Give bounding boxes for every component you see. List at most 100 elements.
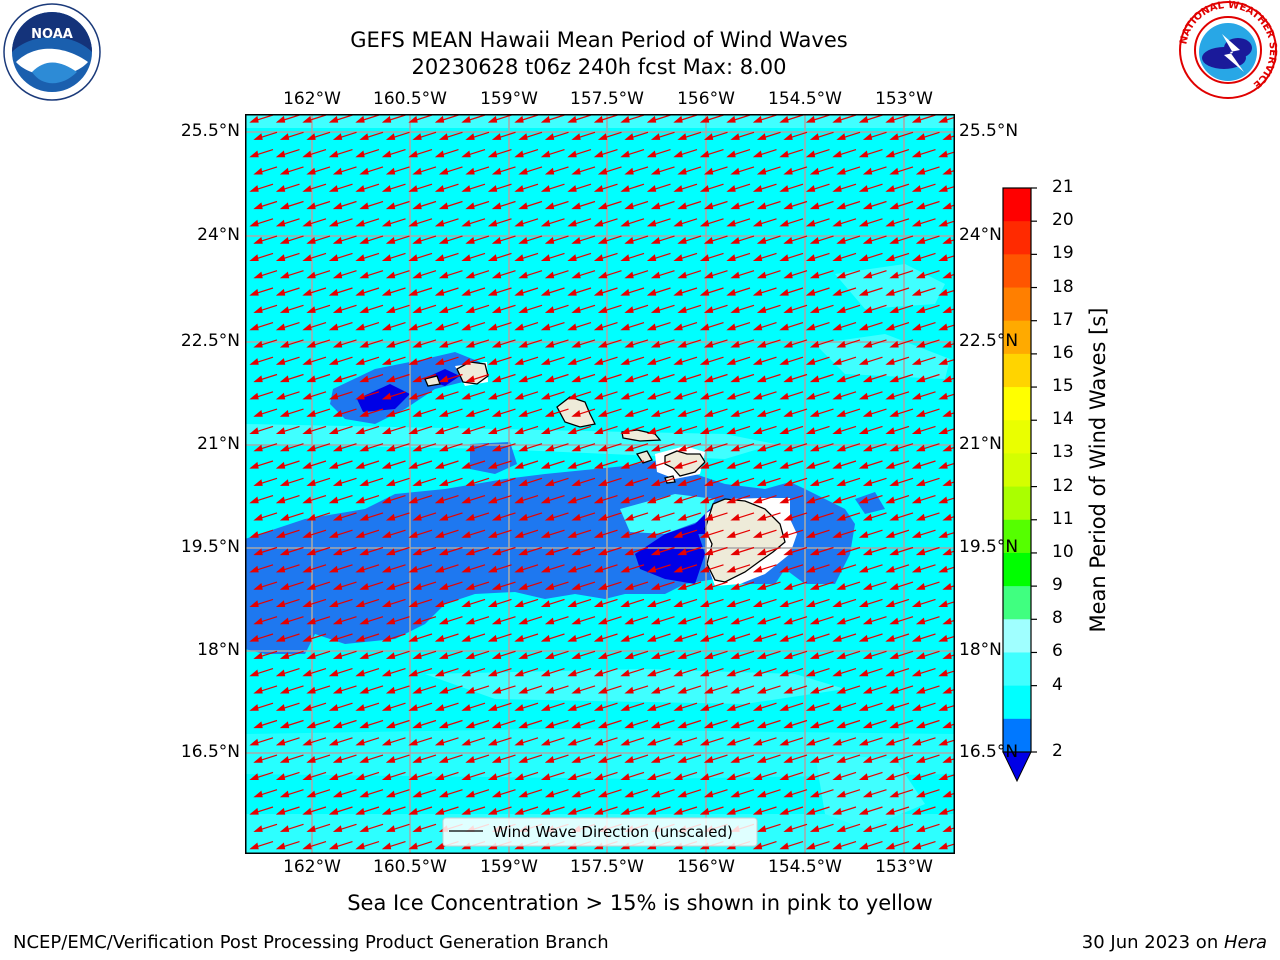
wave-direction-arrowhead (889, 236, 899, 244)
wave-direction-arrowhead (465, 409, 475, 417)
wave-direction-arrowhead (540, 150, 551, 158)
wave-direction-arrowhead (862, 444, 873, 452)
wave-direction-arrowhead (620, 565, 630, 573)
wave-direction-arrowhead (673, 323, 683, 331)
wave-direction-arrowhead (624, 790, 634, 798)
wave-direction-arrowhead (593, 323, 604, 331)
wave-direction-arrowhead (593, 531, 604, 538)
wave-direction-arrowhead (832, 738, 842, 746)
wave-direction-arrowhead (359, 582, 369, 590)
wave-direction-arrowhead (279, 652, 290, 659)
wave-direction-arrowhead (915, 444, 926, 452)
wave-direction-arrowhead (809, 306, 820, 313)
wave-direction-arrowhead (809, 202, 820, 210)
wave-direction-arrowhead (306, 444, 316, 452)
wave-direction-arrowhead (275, 358, 286, 365)
wave-direction-arrowhead (328, 669, 339, 677)
wave-direction-arrowhead (726, 807, 736, 815)
wave-direction-arrowhead (540, 496, 551, 504)
wave-direction-arrowhead (571, 409, 581, 417)
wave-direction-arrowhead (620, 773, 630, 781)
wave-direction-arrowhead (461, 600, 471, 607)
wave-direction-arrowhead (805, 704, 816, 711)
legend-label: Wind Wave Direction (unscaled) (493, 823, 733, 841)
wave-direction-arrowhead (805, 634, 816, 642)
wave-direction-arrowhead (756, 825, 767, 832)
wave-direction-arrowhead (942, 306, 952, 313)
lon-label-top: 156°W (677, 89, 735, 109)
wave-direction-arrowhead (275, 150, 286, 158)
wave-direction-arrowhead (275, 807, 286, 815)
colorbar-cell (1003, 586, 1031, 620)
wave-direction-arrowhead (253, 686, 263, 694)
wave-direction-arrowhead (461, 219, 471, 227)
wave-direction-arrowhead (381, 704, 392, 711)
wave-direction-arrowhead (355, 427, 365, 434)
wave-direction-arrowhead (836, 617, 846, 625)
wave-direction-arrowhead (911, 807, 922, 815)
wave-direction-arrowhead (518, 721, 528, 729)
wave-direction-arrowhead (673, 461, 683, 469)
wave-direction-arrowhead (381, 392, 392, 400)
wave-direction-arrowhead (942, 479, 952, 486)
wave-direction-arrowhead (726, 150, 736, 158)
wave-direction-arrowhead (942, 340, 952, 348)
wave-direction-arrowhead (699, 461, 710, 469)
wave-direction-arrowhead (438, 271, 449, 279)
wave-direction-arrowhead (779, 531, 789, 538)
wave-direction-arrowhead (942, 721, 952, 729)
wave-direction-arrowhead (306, 340, 316, 348)
wave-direction-arrowhead (306, 202, 316, 210)
wave-direction-arrowhead (412, 721, 422, 729)
wave-direction-arrowhead (942, 686, 952, 694)
wave-direction-arrowhead (461, 634, 471, 642)
wave-direction-arrowhead (650, 375, 661, 383)
wave-direction-arrowhead (752, 565, 763, 573)
wave-direction-arrowhead (514, 704, 524, 711)
wave-direction-arrowhead (885, 565, 895, 573)
wave-direction-arrowhead (858, 531, 869, 538)
wave-direction-arrowhead (915, 167, 926, 175)
wave-direction-arrowhead (514, 461, 524, 469)
wave-direction-arrowhead (650, 133, 661, 140)
wave-direction-arrowhead (465, 652, 475, 659)
wave-direction-arrowhead (832, 496, 842, 504)
wave-direction-arrowhead (544, 479, 555, 486)
wave-direction-arrowhead (620, 358, 630, 365)
wave-direction-arrowhead (620, 288, 630, 296)
wave-direction-arrowhead (889, 582, 899, 590)
wave-direction-arrowhead (412, 133, 422, 140)
wave-direction-arrowhead (518, 306, 528, 313)
wave-direction-arrowhead (650, 686, 661, 694)
wave-direction-arrowhead (385, 548, 396, 556)
wave-direction-arrowhead (779, 565, 789, 573)
wave-direction-arrowhead (915, 479, 926, 486)
wave-direction-arrowhead (359, 409, 369, 417)
wave-direction-arrowhead (858, 254, 869, 261)
wave-direction-arrowhead (809, 652, 820, 659)
graticule (245, 114, 955, 854)
wave-direction-arrowhead (911, 773, 922, 781)
wave-direction-arrowhead (646, 634, 657, 642)
wave-direction-arrowhead (461, 427, 471, 434)
wave-direction-arrowhead (408, 219, 418, 227)
wave-direction-arrowhead (332, 306, 343, 313)
lon-label-bottom: 156°W (677, 857, 735, 877)
wave-direction-arrowhead (253, 825, 263, 832)
wave-direction-arrowhead (571, 306, 581, 313)
wave-direction-arrowhead (412, 548, 422, 556)
wave-direction-arrowhead (650, 479, 661, 486)
wave-direction-arrowhead (862, 617, 873, 625)
wave-direction-arrowhead (275, 392, 286, 400)
wave-direction-arrowhead (540, 738, 551, 746)
wave-direction-arrowhead (438, 721, 449, 729)
wave-direction-arrowhead (514, 807, 524, 815)
wave-direction-arrowhead (885, 323, 895, 331)
wave-direction-arrowhead (279, 513, 290, 521)
wave-direction-arrowhead (779, 842, 789, 850)
wave-direction-arrowhead (730, 167, 740, 175)
wave-direction-arrowhead (597, 548, 608, 556)
wave-direction-arrowhead (885, 115, 895, 123)
wave-direction-arrowhead (275, 842, 286, 850)
wave-direction-arrowhead (279, 133, 290, 140)
